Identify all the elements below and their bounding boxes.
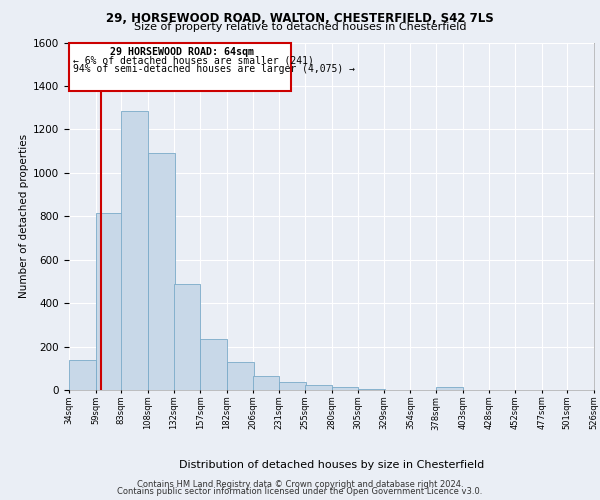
Bar xyxy=(253,376,279,390)
Bar xyxy=(305,384,332,390)
Bar xyxy=(227,362,254,390)
Text: 29 HORSEWOOD ROAD: 64sqm: 29 HORSEWOOD ROAD: 64sqm xyxy=(110,47,254,57)
Bar xyxy=(69,360,95,390)
X-axis label: Distribution of detached houses by size in Chesterfield: Distribution of detached houses by size … xyxy=(179,460,484,470)
Bar xyxy=(121,111,148,390)
Bar xyxy=(95,213,122,390)
Y-axis label: Number of detached properties: Number of detached properties xyxy=(19,134,29,298)
Text: Contains public sector information licensed under the Open Government Licence v3: Contains public sector information licen… xyxy=(118,487,482,496)
Bar xyxy=(173,284,200,390)
Text: 94% of semi-detached houses are larger (4,075) →: 94% of semi-detached houses are larger (… xyxy=(73,64,355,74)
Bar xyxy=(200,339,227,390)
Bar xyxy=(331,386,358,390)
Bar xyxy=(358,389,385,390)
Bar xyxy=(436,386,463,390)
FancyBboxPatch shape xyxy=(69,43,291,92)
Text: Size of property relative to detached houses in Chesterfield: Size of property relative to detached ho… xyxy=(134,22,466,32)
Text: Contains HM Land Registry data © Crown copyright and database right 2024.: Contains HM Land Registry data © Crown c… xyxy=(137,480,463,489)
Text: 29, HORSEWOOD ROAD, WALTON, CHESTERFIELD, S42 7LS: 29, HORSEWOOD ROAD, WALTON, CHESTERFIELD… xyxy=(106,12,494,24)
Text: ← 6% of detached houses are smaller (241): ← 6% of detached houses are smaller (241… xyxy=(73,56,314,66)
Bar xyxy=(279,382,306,390)
Bar xyxy=(148,154,175,390)
